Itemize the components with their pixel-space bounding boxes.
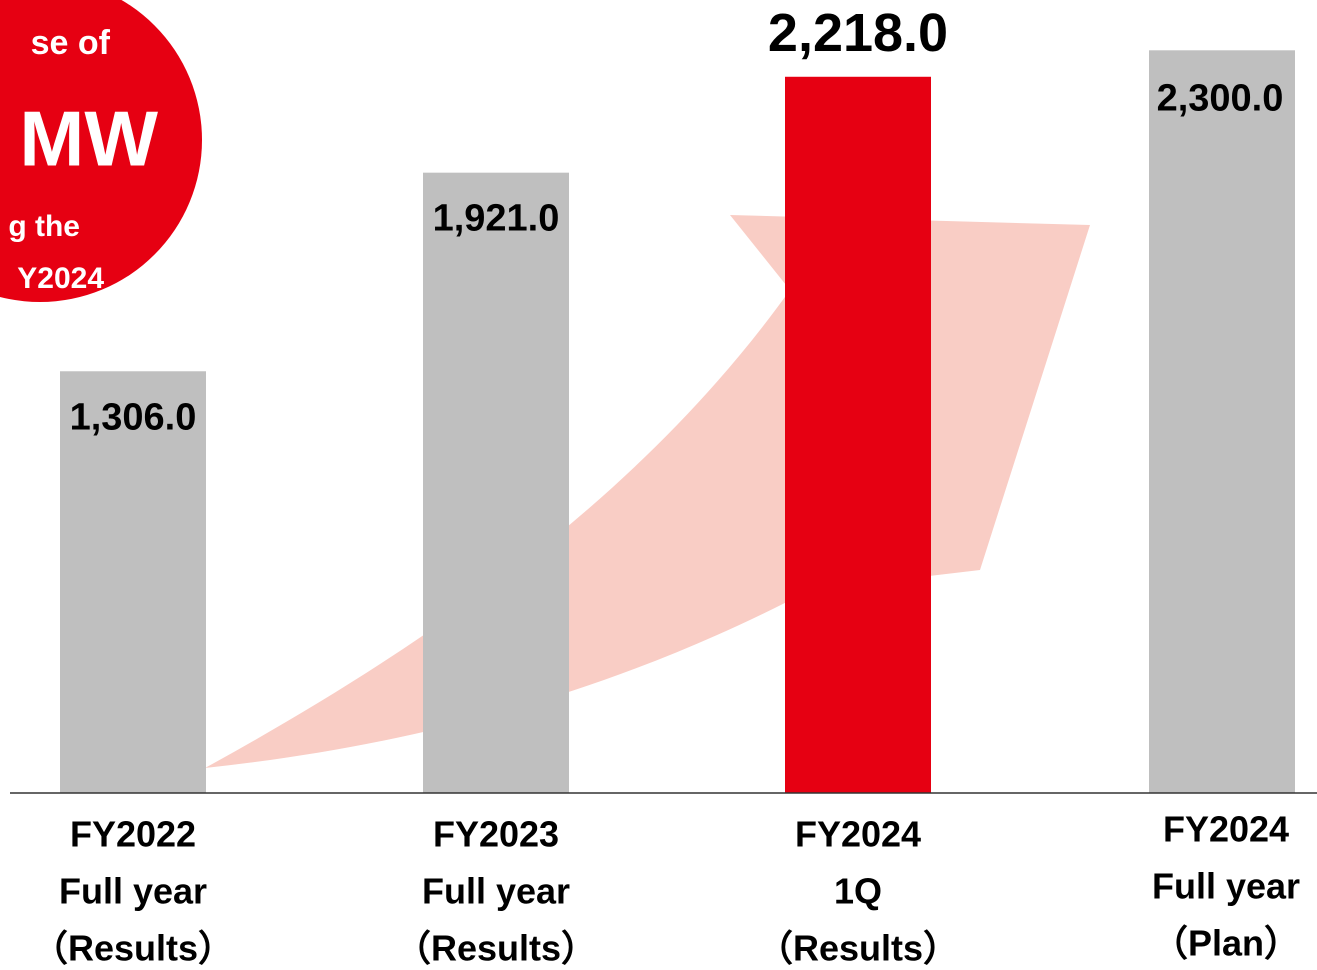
x-tick-label: （Results） [395, 928, 597, 969]
x-tick-label: Full year [422, 871, 570, 912]
x-tick-label: 1Q [834, 871, 882, 912]
x-tick-label: （Results） [32, 928, 234, 969]
annotation: Y2024 [17, 262, 104, 295]
growth-arrow [205, 215, 1090, 768]
x-tick-label: （Results） [757, 928, 959, 969]
bar [785, 76, 931, 794]
x-tick-label: FY2022 [70, 814, 196, 855]
value-label: 2,218.0 [768, 3, 948, 63]
annotation: MW [19, 95, 158, 183]
x-tick-label: FY2024 [1163, 809, 1289, 850]
value-label: 2,300.0 [1157, 77, 1284, 119]
annotation: g the [8, 210, 80, 243]
x-tick-label: Full year [59, 871, 207, 912]
x-tick-label: Full year [1152, 866, 1300, 907]
x-tick-label: FY2024 [795, 814, 921, 855]
value-label: 1,306.0 [70, 396, 197, 438]
bar [60, 371, 206, 793]
bar [1149, 50, 1295, 793]
bar [423, 172, 569, 794]
x-tick-label: （Plan） [1152, 923, 1300, 964]
annotation: se of [31, 24, 111, 62]
highlight-circle [0, 0, 202, 302]
value-label: 1,921.0 [433, 198, 560, 240]
x-tick-label: FY2023 [433, 814, 559, 855]
